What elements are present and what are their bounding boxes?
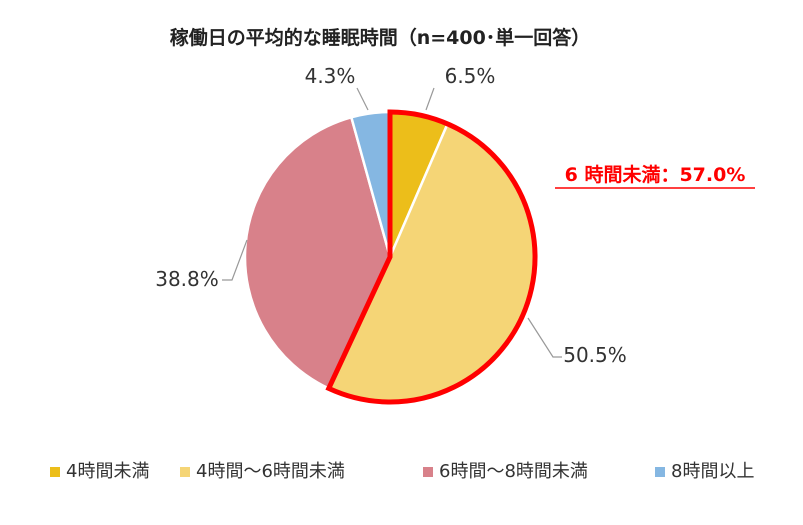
legend-item-2: 4時間～6時間未満 — [180, 461, 345, 482]
legend-item-1: 4時間未満 — [50, 461, 149, 482]
legend-swatch-2 — [180, 467, 190, 477]
value-label-1: 6.5% — [445, 64, 496, 88]
value-label-3: 38.8% — [155, 267, 219, 291]
legend-label-3: 6時間～8時間未満 — [439, 461, 588, 482]
leader-line-3 — [222, 239, 248, 281]
legend-swatch-3 — [423, 467, 433, 477]
highlight-callout-text: 6 時間未満：57.0% — [565, 163, 746, 186]
highlight-outline — [325, 109, 538, 405]
highlight-callout: 6 時間未満：57.0% — [555, 163, 755, 189]
value-label-2: 50.5% — [563, 343, 627, 367]
legend: 4時間未満 4時間～6時間未満 6時間～8時間未満 8時間以上 — [50, 461, 754, 482]
leader-lines — [222, 87, 562, 358]
leader-line-2 — [527, 317, 562, 358]
legend-swatch-1 — [50, 467, 60, 477]
legend-label-1: 4時間未満 — [66, 461, 149, 482]
pie-slices — [243, 110, 537, 404]
legend-item-4: 8時間以上 — [655, 461, 754, 482]
legend-swatch-4 — [655, 467, 665, 477]
chart-title: 稼働日の平均的な睡眠時間（n=400･単一回答） — [170, 26, 591, 49]
legend-label-4: 8時間以上 — [671, 461, 754, 482]
leader-line-1 — [425, 87, 435, 111]
legend-label-2: 4時間～6時間未満 — [196, 461, 345, 482]
legend-item-3: 6時間～8時間未満 — [423, 461, 588, 482]
leader-line-4 — [356, 87, 369, 111]
value-labels: 6.5% 50.5% 38.8% 4.3% — [155, 64, 627, 367]
value-label-4: 4.3% — [305, 64, 356, 88]
